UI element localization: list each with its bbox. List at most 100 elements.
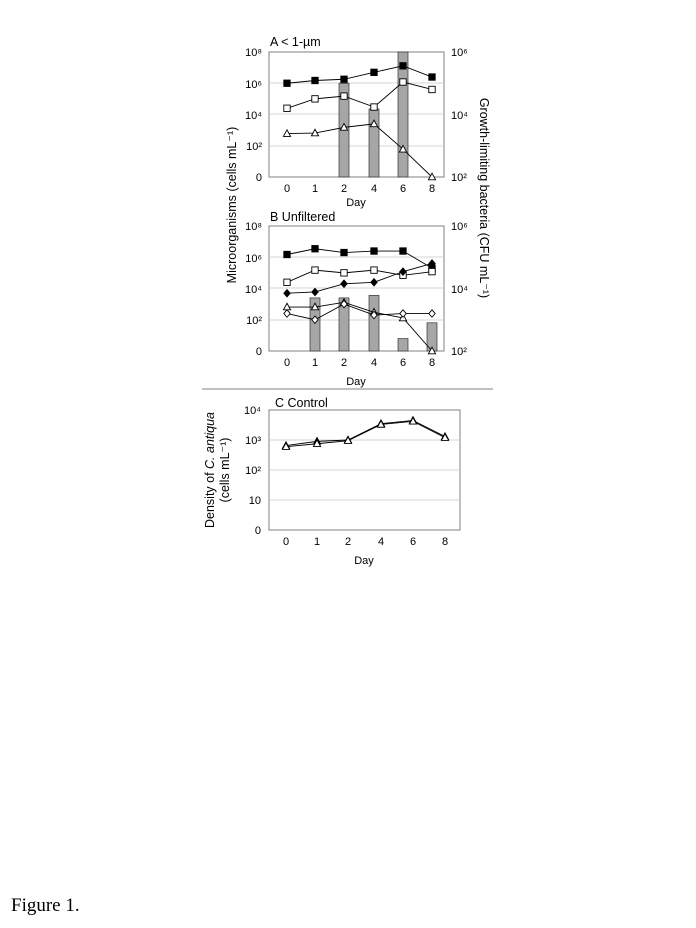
panel-b-data-point bbox=[399, 247, 407, 255]
panel-a-y-tick-1e6: 10⁶ bbox=[245, 79, 262, 91]
panel-c-x-tick-label: 0 bbox=[283, 536, 289, 548]
panel-c-data-point bbox=[376, 419, 386, 428]
panel-a-data-point bbox=[370, 68, 378, 76]
panel-a-data-point bbox=[398, 144, 408, 153]
panel-a-x-tick-label: 6 bbox=[400, 183, 406, 195]
panel-b-bar bbox=[368, 295, 380, 352]
panel-a-plot-area bbox=[268, 51, 445, 178]
figure-caption: Figure 1. bbox=[11, 895, 80, 916]
panel-c-y-label-species: C. antiqua bbox=[203, 412, 217, 469]
panel-b-data-point bbox=[283, 309, 291, 318]
panel-a-data-point bbox=[310, 128, 320, 137]
panel-a-title: A < 1-µm bbox=[270, 35, 321, 49]
panel-a-series-line bbox=[286, 81, 433, 109]
panel-c-y-axis-label: Density of C. antiqua bbox=[203, 412, 217, 528]
panel-a-data-point bbox=[370, 103, 378, 111]
panel-c: C Control 10⁴ 10³ 10² 1 0 0 Day Density o… bbox=[203, 396, 461, 567]
panel-b-x-tick-label: 4 bbox=[371, 357, 377, 369]
panel-a-data-point bbox=[428, 73, 436, 81]
panel-a-data-point bbox=[369, 119, 379, 128]
panel-c-y-tick-0: 0 bbox=[255, 525, 261, 537]
panel-a-y2-tick-1e6: 10⁶ bbox=[451, 47, 468, 59]
panel-a-x-tick-label: 8 bbox=[429, 183, 435, 195]
panel-b-data-point bbox=[340, 269, 348, 277]
panel-c-x-label: Day bbox=[354, 555, 374, 567]
panel-c-y-tick-1e2: 10² bbox=[245, 465, 261, 477]
panel-a-x-tick-label: 1 bbox=[312, 183, 318, 195]
panel-b-plot-area bbox=[268, 225, 445, 352]
panel-a-data-point bbox=[311, 76, 319, 85]
panel-c-y-tick-1e4: 10⁴ bbox=[244, 405, 261, 417]
panel-b-data-point bbox=[310, 302, 320, 311]
shared-left-axis-label: Microorganisms (cells mL⁻¹) bbox=[225, 127, 239, 284]
panel-c-x-tick-label: 1 bbox=[314, 536, 320, 548]
panel-b-y2-tick-1e2: 10² bbox=[451, 346, 467, 358]
panel-b-data-point bbox=[311, 315, 319, 325]
panel-a-y-tick-1e4: 10⁴ bbox=[245, 110, 262, 122]
panel-b-bar bbox=[309, 297, 321, 352]
panel-b-data-point bbox=[283, 250, 291, 259]
panel-b-data-point bbox=[283, 288, 291, 298]
panel-c-x-tick-label: 6 bbox=[410, 536, 416, 548]
panel-c-x-tick-label: 4 bbox=[378, 536, 384, 548]
panel-a-y2-tick-1e2: 10² bbox=[451, 172, 467, 184]
panel-c-data-point bbox=[343, 435, 353, 444]
panel-b-y-tick-1e4: 10⁴ bbox=[245, 284, 262, 296]
panel-c-y-axis-label-units: (cells mL⁻¹) bbox=[218, 438, 232, 503]
panel-c-marks: 0 1 2 4 6 8 bbox=[269, 415, 460, 548]
panel-a-data-point bbox=[340, 75, 348, 83]
panel-c-data-point bbox=[312, 439, 322, 447]
panel-c-x-tick-label: 8 bbox=[442, 536, 448, 548]
panel-b-data-point bbox=[340, 299, 348, 309]
panel-c-y-label-part-1: Density of bbox=[203, 469, 217, 528]
panel-a-bar bbox=[397, 51, 409, 178]
panel-b-x-tick-label: 8 bbox=[429, 357, 435, 369]
panel-b-marks: 0 1 2 4 6 8 bbox=[269, 245, 444, 369]
panel-b-series-line bbox=[286, 269, 433, 283]
panel-b: B Unfiltered 10⁸ 10⁶ 10⁴ 10² 0 10⁶ 10⁴ 1… bbox=[245, 210, 468, 388]
panel-b-series-line bbox=[286, 303, 432, 321]
panel-a-x-tick-label: 2 bbox=[341, 183, 347, 195]
panel-a-data-point bbox=[339, 122, 349, 131]
panel-c-data-point bbox=[440, 432, 450, 441]
panel-b-data-point bbox=[340, 279, 348, 289]
panel-a-data-point bbox=[283, 104, 291, 112]
panel-b-data-point bbox=[428, 309, 436, 318]
panel-b-data-point bbox=[311, 287, 319, 297]
panel-a-x-tick-label: 4 bbox=[371, 183, 377, 195]
panel-a-marks: 0 1 2 4 6 8 bbox=[269, 51, 444, 195]
panel-a-data-point bbox=[282, 128, 292, 137]
panel-b-data-point bbox=[370, 277, 378, 287]
panel-a-data-point bbox=[427, 172, 437, 181]
panel-b-x-tick-label: 6 bbox=[400, 357, 406, 369]
panel-c-title: C Control bbox=[275, 396, 328, 410]
panel-b-series-line bbox=[287, 301, 433, 352]
panel-a-y-tick-1e2: 10² bbox=[246, 141, 262, 153]
panel-b-data-point bbox=[399, 309, 407, 318]
panel-c-x-tick-label: 2 bbox=[345, 536, 351, 548]
panel-b-data-point bbox=[283, 278, 291, 286]
panel-a: A < 1-µm 10⁸ 10⁶ 10⁴ 10² 0 10⁶ 10⁴ 10² D… bbox=[245, 35, 468, 209]
panel-a-data-point bbox=[399, 62, 407, 70]
panel-b-y-tick-1e2: 10² bbox=[246, 315, 262, 327]
panel-a-x-tick-label: 0 bbox=[284, 183, 290, 195]
panel-b-title: B Unfiltered bbox=[270, 210, 335, 224]
panel-b-y-tick-0: 0 bbox=[256, 346, 262, 358]
panel-b-bar bbox=[397, 338, 409, 352]
shared-right-axis-label: Growth-limiting bacteria (CFU mL⁻¹) bbox=[477, 98, 491, 298]
panel-b-x-label: Day bbox=[346, 376, 366, 388]
panel-b-data-point bbox=[370, 247, 378, 255]
panel-c-series-line bbox=[285, 419, 446, 447]
panel-a-series-line bbox=[286, 123, 433, 178]
panel-b-data-point bbox=[399, 267, 407, 277]
panel-a-x-label: Day bbox=[346, 197, 366, 209]
panel-a-y2-tick-1e4: 10⁴ bbox=[451, 110, 468, 122]
panel-b-data-point bbox=[311, 245, 319, 253]
panel-c-y-tick-1e3: 10³ bbox=[245, 435, 261, 447]
panel-b-y-tick-1e6: 10⁶ bbox=[245, 253, 262, 265]
panel-b-y-tick-1e8: 10⁸ bbox=[245, 221, 262, 233]
panel-b-x-tick-label: 2 bbox=[341, 357, 347, 369]
panel-b-y2-tick-1e6: 10⁶ bbox=[451, 221, 468, 233]
panel-b-series-line bbox=[286, 263, 433, 294]
